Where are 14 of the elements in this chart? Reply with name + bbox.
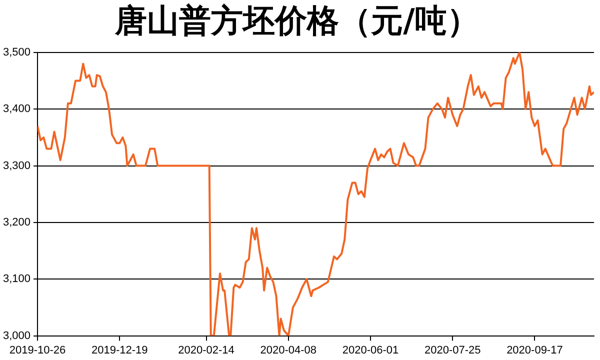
x-tick-label: 2020-06-01 bbox=[342, 344, 399, 356]
y-tick-label: 3,300 bbox=[2, 160, 31, 172]
x-tick-label: 2020-02-14 bbox=[178, 344, 234, 356]
x-tick-label: 2020-07-25 bbox=[424, 344, 481, 356]
x-tick-label: 2020-09-17 bbox=[506, 344, 563, 356]
x-tick-label: 2020-04-08 bbox=[260, 344, 317, 356]
x-tick-label: 2019-10-26 bbox=[9, 344, 66, 356]
y-tick-label: 3,200 bbox=[2, 216, 31, 228]
y-tick-label: 3,100 bbox=[2, 273, 31, 286]
y-tick-label: 3,400 bbox=[2, 103, 31, 116]
y-tick-label: 3,500 bbox=[2, 46, 31, 58]
y-tick-label: 3,000 bbox=[2, 330, 31, 342]
chart-title: 唐山普方坯价格（元/吨） bbox=[114, 2, 479, 40]
x-tick-label: 2019-12-19 bbox=[91, 344, 148, 356]
